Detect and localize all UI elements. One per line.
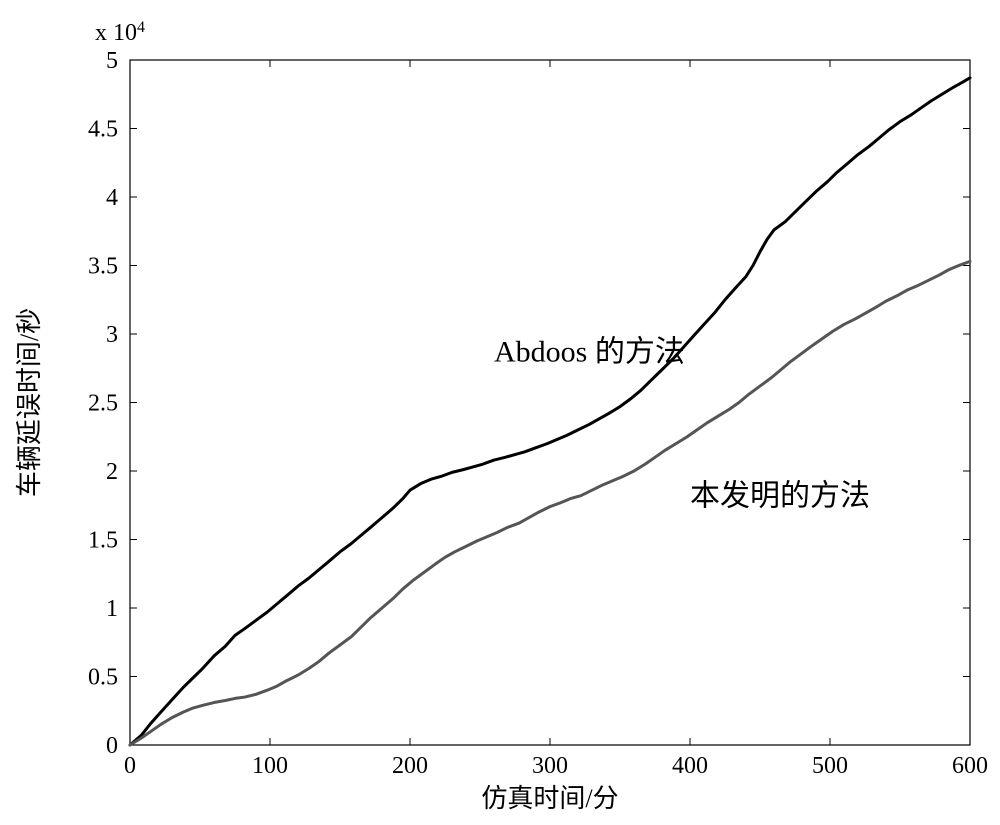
y-tick-label: 2.5	[88, 391, 118, 417]
y-tick-label: 0	[106, 733, 118, 759]
y-tick-label: 3.5	[88, 254, 118, 280]
x-axis-label: 仿真时间/分	[481, 784, 618, 813]
y-tick-label: 3	[106, 322, 118, 348]
y-tick-label: 2	[106, 459, 118, 485]
x-tick-label: 100	[252, 753, 288, 779]
line-chart: 0 100 200 300 400 500 600 0 0.5 1 1.5 2 2.5 3 3.5 4 4.5 5…	[0, 0, 1000, 825]
x-tick-label: 300	[532, 753, 568, 779]
chart-background	[0, 0, 1000, 825]
x-tick-label: 200	[392, 753, 428, 779]
x-tick-label: 400	[672, 753, 708, 779]
x-tick-label: 500	[812, 753, 848, 779]
y-tick-label: 1	[106, 596, 118, 622]
y-tick-label: 5	[106, 48, 118, 74]
chart-container: 0 100 200 300 400 500 600 0 0.5 1 1.5 2 2.5 3 3.5 4 4.5 5…	[0, 0, 1000, 825]
y-tick-label: 1.5	[88, 528, 118, 554]
abdoos-label: Abdoos 的方法	[494, 335, 685, 368]
y-tick-label: 4	[106, 185, 118, 211]
x-tick-label: 0	[124, 753, 136, 779]
invention-label: 本发明的方法	[690, 479, 870, 512]
y-tick-label: 4.5	[88, 117, 118, 143]
x-tick-label: 600	[952, 753, 988, 779]
y-tick-label: 0.5	[88, 665, 118, 691]
y-axis-label: 车辆延误时间/秒	[15, 308, 44, 497]
